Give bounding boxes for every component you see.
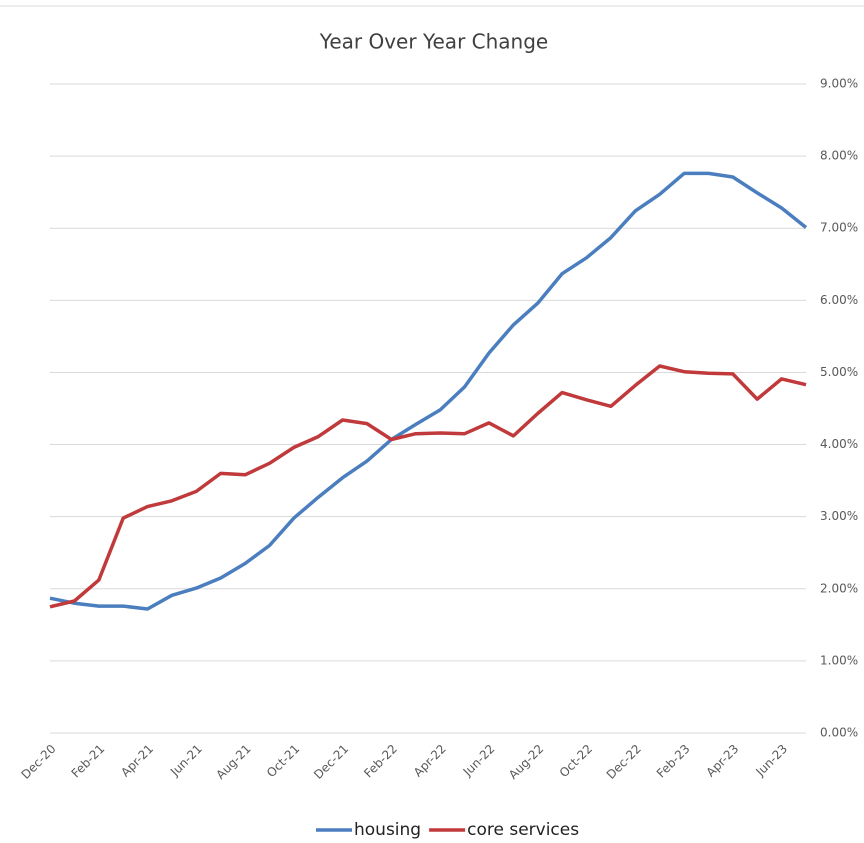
- chart-title: Year Over Year Change: [319, 30, 548, 54]
- y-tick-label: 5.00%: [820, 365, 858, 379]
- y-tick-label: 2.00%: [820, 581, 858, 595]
- y-tick-label: 7.00%: [820, 221, 858, 235]
- y-tick-label: 4.00%: [820, 437, 858, 451]
- series-line: [49, 171, 808, 611]
- y-tick-label: 3.00%: [820, 509, 858, 523]
- y-tick-label: 1.00%: [820, 653, 858, 667]
- y-tick-label: 0.00%: [820, 726, 858, 740]
- legend-label: core services: [467, 820, 579, 840]
- y-tick-label: 6.00%: [820, 293, 858, 307]
- series-line: [49, 364, 807, 609]
- y-tick-label: 8.00%: [820, 149, 858, 163]
- legend-label: housing: [354, 820, 421, 840]
- y-tick-label: 9.00%: [820, 77, 858, 91]
